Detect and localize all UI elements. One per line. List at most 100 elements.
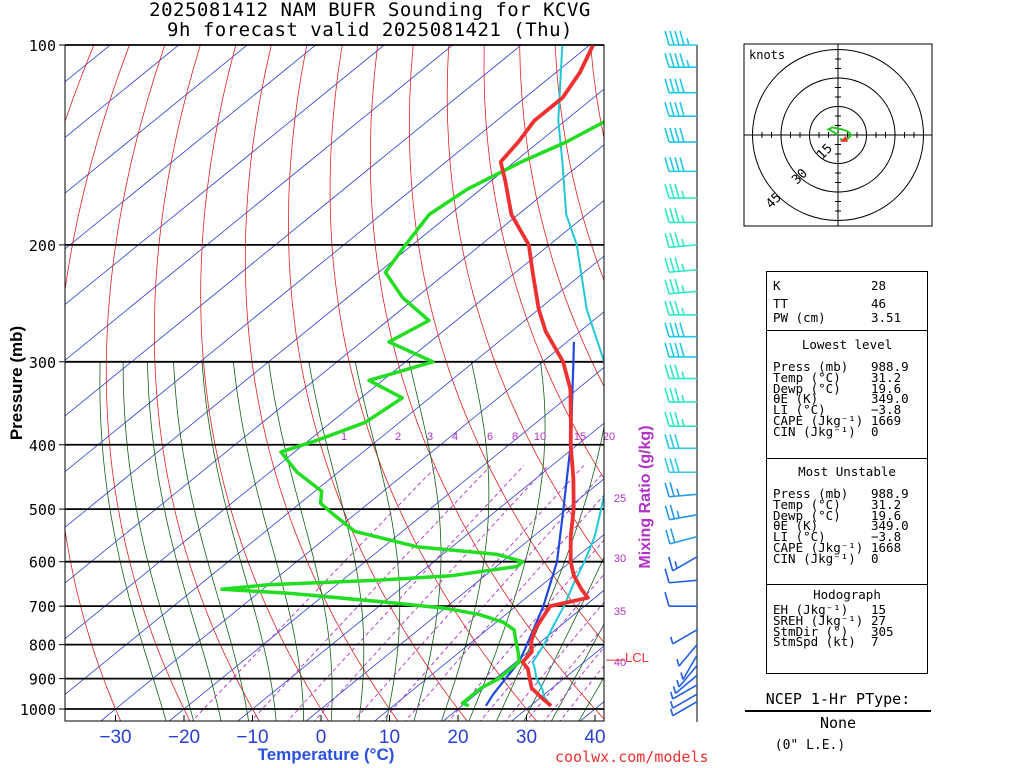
index-value: 349.0	[871, 518, 909, 534]
dry-adiabat-line	[153, 45, 260, 721]
lowest-level-header: Lowest level	[801, 337, 893, 352]
mixing-ratio-line	[313, 465, 549, 721]
moist-adiabat-line	[147, 361, 222, 721]
barb-half-flag	[681, 285, 685, 293]
mixing-ratio-line	[543, 646, 604, 721]
ptype-header: NCEP 1-Hr PType:	[765, 690, 911, 708]
hodograph-units: knots	[749, 48, 785, 62]
barb-flag	[679, 30, 685, 46]
pressure-tick-label: 300	[29, 354, 56, 372]
index-value: −3.8	[871, 529, 902, 545]
barb-flag	[664, 505, 671, 520]
barb-flag	[664, 257, 670, 273]
barb-flag	[674, 127, 680, 143]
index-value: 988.9	[871, 486, 909, 501]
barb-flag	[674, 257, 680, 272]
barb-flag	[679, 322, 685, 337]
index-label: StmSpd (kt)	[773, 634, 856, 650]
index-label: LI (°C)	[773, 529, 826, 545]
barb-flag	[679, 78, 685, 93]
pw-label: PW (cm)	[773, 310, 826, 325]
index-label: CAPE (Jkg⁻¹)	[773, 540, 864, 555]
wind-barb	[664, 127, 697, 143]
dry-adiabat-line	[519, 45, 604, 388]
index-value: 988.9	[871, 359, 909, 374]
barb-half-flag	[680, 672, 684, 680]
isotherm-line	[65, 45, 180, 138]
index-label: θE (K)	[773, 391, 819, 407]
wind-barb	[676, 644, 698, 667]
dry-adiabat-line	[483, 45, 604, 479]
mixing-ratio-tick-label: 30	[614, 553, 626, 565]
index-value: 0	[871, 550, 879, 566]
moist-adiabat-line	[201, 361, 277, 721]
barb-flag	[669, 434, 675, 449]
barb-flag	[679, 127, 685, 143]
mixing-ratio-tick-label: 2	[395, 431, 401, 443]
barb-flag	[664, 300, 670, 316]
barb-half-flag	[681, 371, 685, 379]
index-value: 19.6	[871, 507, 902, 523]
barb-flag	[674, 30, 680, 46]
divider	[767, 584, 927, 585]
wind-barbs	[664, 30, 698, 722]
isotherm-line	[65, 45, 454, 361]
barb-flag	[669, 364, 675, 379]
barb-flag	[674, 183, 680, 199]
barb-flag	[664, 364, 670, 379]
barb-flag	[674, 232, 680, 247]
barb-half-flag	[681, 418, 685, 427]
mixing-ratio-line	[559, 665, 604, 721]
temperature-tick-label: 10	[379, 727, 400, 748]
index-value: 31.2	[871, 369, 902, 385]
wind-barb	[664, 504, 698, 521]
index-label: StmDir (°)	[773, 623, 849, 639]
divider	[767, 458, 927, 459]
barb-flag	[664, 30, 670, 46]
isotherm-line	[100, 311, 604, 721]
mixing-ratio-tick-label: 3	[427, 431, 433, 443]
barb-flag	[664, 322, 670, 337]
pressure-tick-label: 500	[29, 501, 56, 519]
barb-flag	[669, 101, 675, 117]
wind-barb	[664, 78, 697, 94]
wind-barb	[664, 232, 698, 249]
pressure-tick-label: 100	[29, 37, 56, 55]
ptype-liquid-equivalent: (0" L.E.)	[774, 738, 846, 753]
parcel-line	[531, 45, 604, 707]
profile-lines	[220, 45, 604, 708]
isotherm-line	[65, 45, 248, 194]
dry-adiabat-line	[408, 45, 604, 643]
barb-flag	[674, 157, 680, 172]
temperature-tick-label: 20	[447, 727, 468, 748]
barb-flag	[669, 458, 675, 473]
index-label: Press (mb)	[773, 486, 849, 501]
moist-adiabat-line	[308, 361, 365, 721]
wind-barb	[669, 693, 698, 709]
barb-shaft	[678, 664, 698, 688]
barb-flag	[669, 183, 675, 199]
barb-flag	[667, 556, 674, 572]
pressure-tick-label: 400	[29, 437, 56, 455]
isotherm-line	[65, 88, 604, 528]
barb-half-flag	[686, 59, 690, 68]
wind-barb	[664, 257, 698, 273]
wind-barb	[664, 322, 697, 338]
barb-flag	[664, 52, 670, 68]
index-value: 1669	[871, 413, 902, 428]
isotherm-line	[237, 422, 604, 721]
isobar-lines	[65, 44, 604, 710]
mixing-ratio-axis-label: Mixing Ratio (g/kg)	[637, 425, 654, 568]
barb-shaft	[672, 629, 698, 645]
hodograph-header: Hodograph	[813, 587, 881, 602]
wind-barb	[680, 654, 698, 680]
index-value: 349.0	[871, 391, 909, 407]
temperature-tick-label: −20	[168, 727, 200, 748]
barb-flag	[664, 127, 670, 143]
k-value: 28	[871, 278, 887, 293]
barb-flag	[674, 101, 680, 117]
barb-flag	[669, 411, 675, 427]
barb-flag	[669, 279, 675, 294]
moist-adiabat-line	[268, 361, 333, 721]
